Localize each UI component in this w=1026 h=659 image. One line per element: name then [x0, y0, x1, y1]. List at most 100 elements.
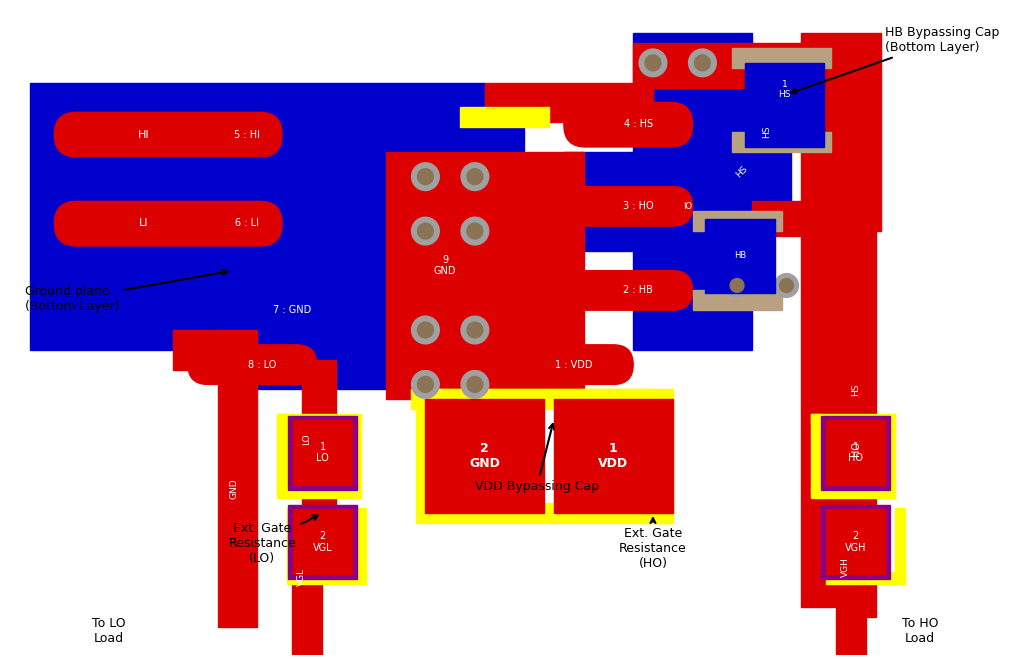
Bar	[292, 420, 352, 485]
Bar	[826, 508, 836, 577]
Bar	[885, 414, 896, 498]
FancyBboxPatch shape	[188, 345, 317, 384]
Polygon shape	[733, 48, 831, 152]
Text: To HO
Load: To HO Load	[902, 617, 939, 645]
Bar	[801, 33, 841, 607]
Text: 9
GND: 9 GND	[434, 255, 457, 277]
Text: VGH: VGH	[841, 558, 851, 577]
Bar	[416, 503, 673, 523]
Text: 2
GND: 2 GND	[469, 442, 501, 470]
Text: LI: LI	[139, 218, 148, 228]
Bar	[896, 508, 905, 585]
Text: 6 : LI: 6 : LI	[235, 218, 260, 228]
Circle shape	[418, 322, 433, 338]
Text: 5 : HI: 5 : HI	[234, 130, 261, 140]
Bar	[277, 414, 361, 424]
Text: 2
VGH: 2 VGH	[845, 531, 867, 552]
Text: IO: IO	[683, 202, 693, 211]
Bar	[821, 505, 891, 579]
Text: 1
HO: 1 HO	[849, 442, 863, 463]
Bar	[706, 219, 775, 293]
Text: 1 : VDD: 1 : VDD	[555, 360, 593, 370]
Circle shape	[467, 376, 483, 392]
Circle shape	[639, 49, 667, 76]
Bar	[801, 202, 841, 236]
Circle shape	[461, 370, 488, 398]
Bar	[733, 53, 831, 132]
Circle shape	[645, 55, 661, 71]
Circle shape	[780, 279, 793, 293]
Circle shape	[731, 279, 744, 293]
Polygon shape	[564, 33, 791, 350]
Bar	[484, 82, 653, 122]
Bar	[386, 152, 584, 399]
Circle shape	[411, 370, 439, 398]
Text: 1
VDD: 1 VDD	[598, 442, 629, 470]
Text: Ground plane
(Bottom Layer): Ground plane (Bottom Layer)	[25, 270, 228, 313]
Bar	[302, 360, 337, 528]
Text: Ext. Gate
Resistance
(HO): Ext. Gate Resistance (HO)	[619, 518, 686, 571]
Text: 7 : GND: 7 : GND	[273, 305, 311, 315]
Bar	[291, 528, 321, 656]
Text: VGL: VGL	[298, 568, 306, 587]
Text: GND: GND	[230, 478, 239, 499]
FancyBboxPatch shape	[564, 271, 693, 310]
Bar	[416, 389, 435, 508]
Bar	[426, 389, 663, 404]
Bar	[633, 43, 812, 88]
Bar	[812, 414, 896, 424]
Text: HS: HS	[735, 164, 750, 179]
Text: HB: HB	[734, 251, 746, 260]
Polygon shape	[30, 82, 524, 389]
Bar	[821, 416, 891, 490]
Bar	[173, 330, 223, 370]
Text: HI: HI	[137, 130, 149, 140]
Text: HO: HO	[851, 442, 861, 456]
Bar	[812, 414, 821, 493]
Bar	[426, 399, 544, 513]
Bar	[812, 488, 896, 498]
Bar	[841, 33, 880, 231]
Bar	[287, 573, 366, 585]
Text: To LO
Load: To LO Load	[92, 617, 125, 645]
Circle shape	[411, 163, 439, 190]
Bar	[287, 508, 297, 577]
Bar	[826, 420, 885, 485]
FancyBboxPatch shape	[564, 186, 693, 226]
Bar	[836, 528, 866, 656]
Bar	[218, 330, 258, 627]
Text: VDD Bypassing Cap: VDD Bypassing Cap	[475, 424, 599, 494]
FancyBboxPatch shape	[564, 102, 693, 147]
Text: 4 : HS: 4 : HS	[624, 119, 653, 129]
Bar	[745, 63, 824, 147]
Bar	[410, 389, 648, 409]
Circle shape	[467, 322, 483, 338]
Text: Ext. Gate
Resistance
(LO): Ext. Gate Resistance (LO)	[229, 515, 318, 565]
Bar	[277, 488, 361, 498]
Text: 1
HS: 1 HS	[779, 80, 791, 100]
Bar	[351, 414, 361, 498]
Circle shape	[461, 217, 488, 245]
Circle shape	[418, 169, 433, 185]
Circle shape	[467, 169, 483, 185]
Bar	[841, 202, 875, 617]
FancyBboxPatch shape	[54, 112, 282, 157]
Circle shape	[688, 49, 716, 76]
Circle shape	[411, 217, 439, 245]
Circle shape	[411, 316, 439, 344]
FancyBboxPatch shape	[54, 202, 282, 246]
Circle shape	[418, 376, 433, 392]
Bar	[288, 416, 357, 490]
Circle shape	[461, 316, 488, 344]
Bar	[288, 505, 357, 579]
FancyBboxPatch shape	[505, 345, 633, 384]
Text: HB Bypassing Cap
(Bottom Layer): HB Bypassing Cap (Bottom Layer)	[791, 26, 999, 94]
Text: 2
VGL: 2 VGL	[313, 531, 332, 552]
Bar	[460, 107, 549, 127]
Text: HS: HS	[852, 383, 860, 395]
Text: 1
LO: 1 LO	[316, 442, 329, 463]
Bar	[356, 508, 366, 585]
Bar	[292, 509, 352, 575]
Circle shape	[725, 273, 749, 297]
Bar	[826, 509, 885, 575]
